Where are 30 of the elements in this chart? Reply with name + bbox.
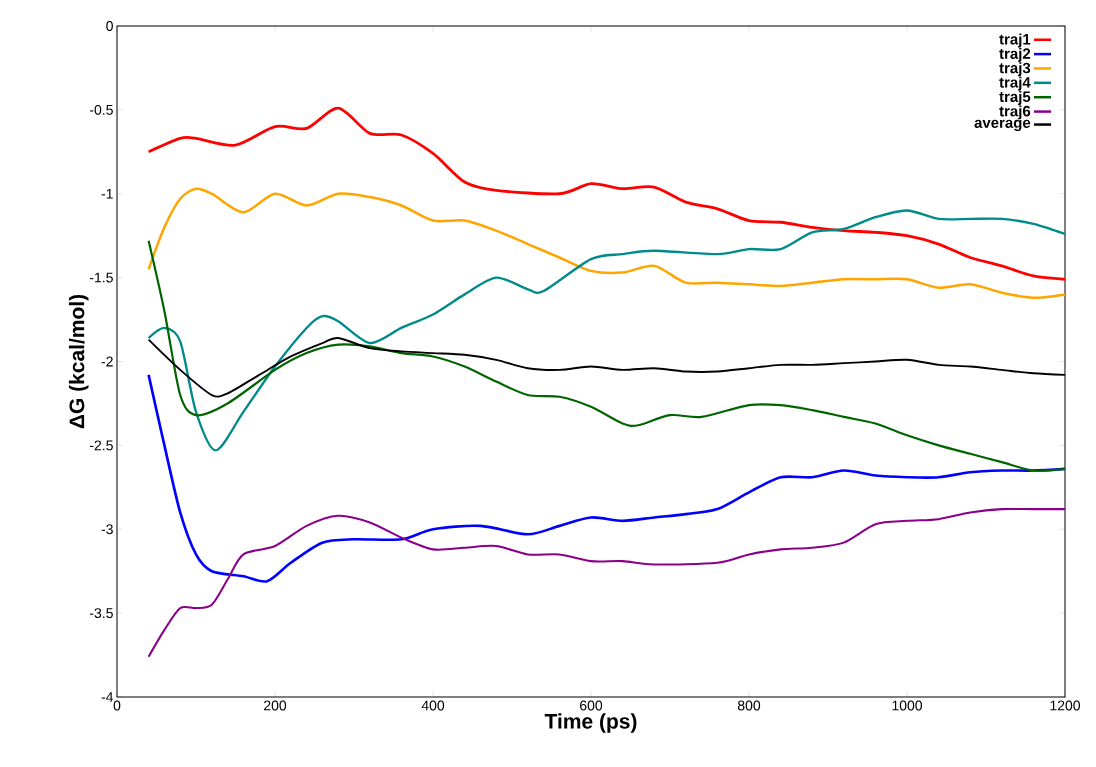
legend-label: traj2 (999, 47, 1031, 62)
y-tick-label: -1.5 (89, 272, 113, 283)
legend-label: traj3 (999, 62, 1031, 77)
y-tick-label: -2.5 (89, 440, 113, 451)
legend-label: traj5 (999, 91, 1031, 105)
y-axis-title: ΔG (kcal/mol) (68, 294, 89, 429)
legend-label: traj4 (999, 76, 1031, 91)
x-tick-label: 1200 (1050, 700, 1081, 711)
y-tick-label: -3.5 (89, 608, 113, 619)
x-tick-label: 200 (264, 700, 287, 711)
x-tick-label: 600 (580, 700, 603, 711)
x-tick-label: 400 (421, 700, 445, 711)
line-series (147, 507, 1065, 658)
legend-label: traj1 (999, 33, 1031, 48)
y-tick-label: -2 (101, 356, 113, 367)
line-series (147, 106, 1065, 281)
x-tick-label: 1000 (892, 700, 923, 711)
y-tick-label: -3 (101, 524, 113, 535)
line-series (147, 209, 1065, 452)
y-tick-label: 0 (106, 21, 113, 31)
x-axis-title: Time (ps) (544, 713, 637, 733)
x-tick-label: 800 (737, 700, 761, 711)
x-tick-label: 0 (113, 700, 121, 711)
legend-label: traj6 (999, 105, 1031, 120)
y-tick-label: -1 (101, 188, 113, 199)
legend-label: average (974, 119, 1031, 132)
y-tick-label: -0.5 (89, 104, 113, 115)
y-tick-label: -4 (101, 692, 114, 702)
line-series (147, 187, 1065, 299)
line-series (147, 239, 1065, 472)
